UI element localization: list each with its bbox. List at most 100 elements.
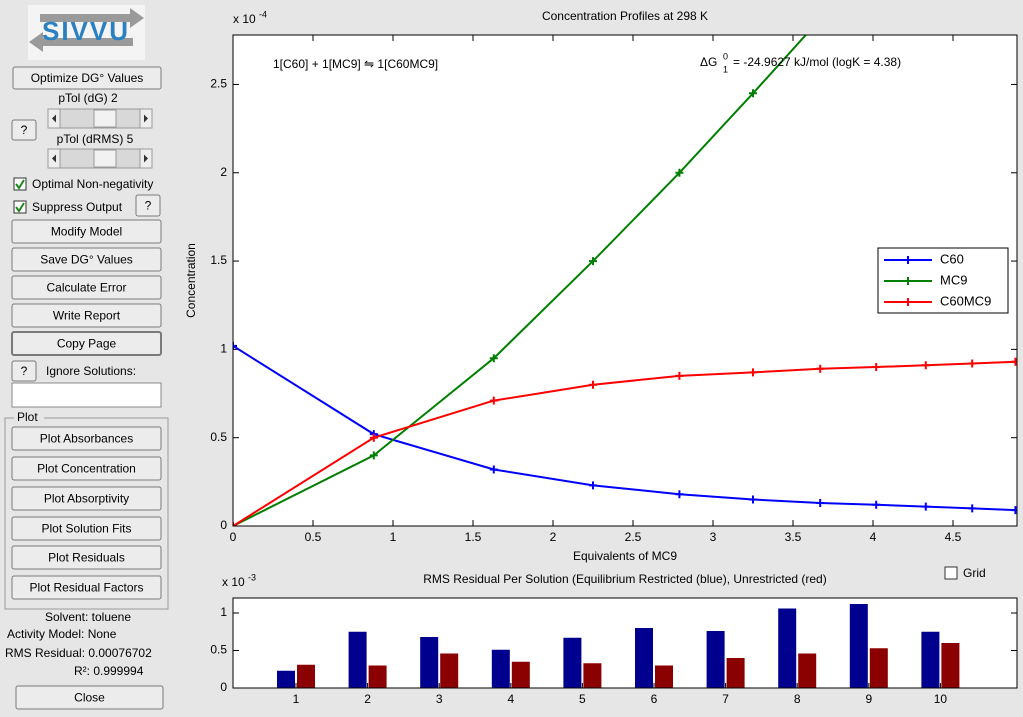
y-tick-label: 1.5 [210, 253, 227, 267]
button-face [11, 426, 162, 451]
marker [749, 495, 757, 504]
button-label: ? [21, 123, 28, 137]
x-tick-label: 1 [293, 692, 300, 706]
checkbox-label: Grid [963, 566, 986, 580]
axis-multiplier-exponent: -3 [248, 572, 256, 582]
button[interactable]: Plot Solution Fits [11, 516, 162, 541]
bar [655, 665, 673, 688]
button[interactable]: ? [135, 194, 161, 217]
button-face [11, 219, 162, 244]
check-mark [15, 202, 25, 213]
button[interactable]: Write Report [11, 303, 162, 328]
group-title-bg [14, 412, 44, 424]
button-face [11, 275, 162, 300]
status: Activity Model: None [7, 627, 117, 641]
marker [489, 354, 498, 363]
button[interactable]: Copy Page [11, 331, 162, 356]
x-tick-label: 2 [550, 530, 557, 544]
delta-g-text: = -24.9627 kJ/mol (logK = 4.38) [733, 55, 901, 69]
status: RMS Residual: 0.00076702 [5, 646, 152, 660]
marker [816, 15, 824, 23]
button[interactable]: ? [11, 119, 37, 141]
marker [1011, 506, 1017, 515]
marker [1011, 357, 1017, 366]
x-tick-label: 7 [722, 692, 729, 706]
marker [675, 168, 684, 177]
bar [368, 665, 387, 688]
x-tick-label: 3 [710, 530, 717, 544]
y-tick-label: 0 [220, 518, 227, 532]
equation: 1[C60] + 1[MC9] ⇋ 1[C60MC9] [273, 57, 438, 71]
button-label: Save DG° Values [40, 253, 133, 267]
marker [816, 364, 825, 373]
x-tick-label: 4 [870, 530, 877, 544]
checkbox-label: Optimal Non-negativity [32, 177, 153, 191]
button[interactable]: Plot Absorptivity [11, 486, 162, 511]
slider-thumb [93, 149, 117, 168]
bar [869, 648, 888, 688]
marker [233, 341, 237, 350]
button[interactable]: Modify Model [11, 219, 162, 244]
button-face [12, 66, 162, 90]
x-tick-label: 1.5 [465, 530, 482, 544]
button[interactable]: Optimize DG° Values [12, 66, 162, 90]
checkbox[interactable]: Suppress Output [13, 200, 123, 214]
button-label: Copy Page [57, 337, 117, 351]
button-face [11, 575, 162, 600]
bar [849, 604, 868, 688]
marker [749, 89, 757, 98]
button[interactable]: Plot Residuals [11, 545, 162, 570]
marker [968, 504, 977, 513]
legend-label: MC9 [940, 272, 967, 287]
chart-title: RMS Residual Per Solution (Equilibrium R… [423, 572, 826, 586]
slider[interactable] [47, 148, 153, 169]
checkbox[interactable]: Optimal Non-negativity [13, 177, 153, 191]
button[interactable]: Save DG° Values [11, 247, 162, 272]
button-label: Write Report [53, 309, 121, 323]
y-axis-label: Concentration [184, 243, 198, 318]
x-tick-label: 6 [651, 692, 658, 706]
slider[interactable] [47, 108, 153, 129]
button-face [11, 516, 162, 541]
legend-label: C60 [940, 251, 964, 266]
marker [489, 396, 498, 405]
x-tick-label: 4 [507, 692, 514, 706]
x-tick-label: 5 [579, 692, 586, 706]
marker [921, 361, 930, 370]
button[interactable]: Plot Residual Factors [11, 575, 162, 600]
button[interactable]: Plot Absorbances [11, 426, 162, 451]
checkbox[interactable]: Grid [944, 566, 986, 580]
x-axis-label: Equivalents of MC9 [573, 549, 677, 563]
label: pTol (dG) 2 [58, 91, 118, 105]
marker [749, 368, 757, 377]
button[interactable]: Calculate Error [11, 275, 162, 300]
status: Solvent: toluene [45, 610, 131, 624]
x-tick-label: 2 [364, 692, 371, 706]
plot-frame [232, 34, 1018, 527]
button-label: Plot Solution Fits [41, 522, 131, 536]
legend-marker [904, 298, 912, 306]
button-face [11, 360, 37, 382]
button-label: Plot Residuals [48, 551, 125, 565]
text-input[interactable] [11, 382, 162, 408]
x-tick-label: 0 [230, 530, 237, 544]
button-label: ? [145, 199, 152, 213]
marker [589, 481, 597, 490]
series-group [233, 15, 1017, 526]
button[interactable]: Plot Concentration [11, 456, 162, 481]
button-face [135, 194, 161, 217]
bar [726, 658, 745, 688]
legend-marker [904, 256, 912, 264]
button-label: Plot Residual Factors [29, 581, 143, 595]
marker [589, 257, 597, 266]
bar [921, 631, 940, 688]
axis-multiplier-exponent: -4 [259, 9, 267, 19]
marker [369, 433, 378, 442]
button[interactable]: Close [15, 685, 164, 710]
marker [968, 359, 977, 368]
bar [798, 653, 817, 688]
y-tick-label: 0 [220, 680, 227, 694]
button-face [15, 685, 164, 710]
button[interactable]: ? [11, 360, 37, 382]
legend-label: C60MC9 [940, 293, 991, 308]
